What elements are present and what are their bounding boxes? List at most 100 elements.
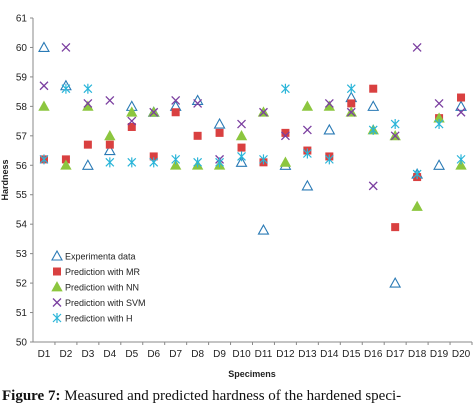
data-point: [456, 107, 466, 117]
figure-caption: Figure 7: Measured and predicted hardnes…: [2, 388, 472, 404]
data-point: [235, 156, 248, 167]
legend-label: Prediction with SVM: [65, 298, 146, 308]
x-tick-label: D16: [364, 349, 383, 360]
data-point: [412, 169, 422, 180]
data-point: [60, 159, 72, 170]
data-point: [61, 83, 71, 94]
x-tick-label: D7: [169, 349, 182, 360]
data-point: [324, 154, 334, 165]
data-point: [279, 156, 292, 167]
data-point: [83, 140, 92, 149]
y-tick-label: 52: [16, 279, 28, 290]
data-point: [149, 107, 159, 117]
y-tick-label: 50: [16, 338, 28, 349]
legend-label: Prediction with H: [65, 314, 133, 324]
data-point: [126, 106, 138, 117]
series-0: [38, 41, 467, 288]
x-tick-label: D1: [38, 349, 51, 360]
x-axis-title: Specimens: [228, 369, 276, 379]
x-tick-label: D11: [255, 349, 273, 360]
data-point: [369, 84, 378, 93]
data-point: [191, 94, 204, 106]
x-tick-label: D9: [213, 349, 226, 360]
data-point: [347, 99, 356, 108]
y-tick-label: 58: [16, 102, 28, 113]
y-tick-label: 55: [16, 190, 28, 201]
data-point: [367, 100, 380, 111]
x-tick-label: D3: [81, 349, 94, 360]
data-point: [104, 129, 116, 141]
data-point: [391, 223, 400, 232]
data-point: [38, 100, 50, 111]
data-point: [61, 155, 70, 164]
data-point: [281, 128, 290, 137]
y-tick-label: 60: [16, 43, 28, 54]
data-point: [323, 123, 336, 135]
data-point: [434, 98, 444, 108]
data-point: [412, 42, 422, 52]
data-point: [127, 157, 137, 168]
data-point: [105, 140, 114, 149]
legend-marker: [52, 313, 62, 323]
legend-marker: [53, 267, 61, 276]
data-point: [193, 157, 203, 168]
data-point: [302, 125, 312, 135]
data-point: [411, 200, 423, 211]
data-point: [105, 157, 115, 168]
series-1: [39, 84, 466, 232]
y-tick-label: 56: [16, 161, 28, 172]
y-axis-ticks: 50 51 52 53 54 55 56 57 58 59 60 61: [16, 14, 33, 349]
data-point: [301, 179, 314, 191]
y-tick-label: 53: [16, 249, 28, 260]
data-point: [39, 81, 49, 91]
data-point: [456, 154, 466, 165]
x-tick-label: D2: [60, 349, 73, 360]
data-point: [215, 128, 224, 137]
x-tick-label: D15: [342, 349, 361, 360]
data-point: [324, 98, 334, 108]
data-point: [127, 122, 136, 131]
legend: Experimenta data Prediction with MR Predic…: [51, 249, 146, 324]
x-tick-label: D4: [103, 349, 116, 360]
data-point: [39, 154, 49, 165]
x-tick-label: D17: [386, 349, 405, 360]
data-point: [257, 223, 270, 235]
legend-marker: [51, 281, 63, 292]
data-point: [281, 83, 290, 94]
data-point: [390, 119, 400, 130]
series-2: [38, 100, 467, 211]
legend-label: Prediction with NN: [65, 283, 139, 293]
data-point: [81, 159, 94, 170]
x-tick-label: D8: [191, 349, 204, 360]
data-point: [61, 42, 71, 52]
data-point: [171, 96, 181, 105]
data-point: [368, 124, 378, 135]
caption-text: Measured and predicted hardness of the h…: [60, 388, 402, 404]
data-point: [390, 131, 400, 141]
data-point: [83, 98, 93, 108]
legend-label: Prediction with MR: [65, 267, 141, 277]
data-point: [105, 96, 115, 105]
data-point: [280, 131, 290, 141]
x-tick-label: D13: [298, 349, 317, 360]
data-point: [38, 41, 50, 53]
legend-label: Experimenta data: [65, 252, 136, 262]
data-point: [127, 116, 137, 126]
data-point: [193, 98, 203, 108]
data-point: [237, 151, 246, 162]
data-point: [259, 107, 268, 117]
data-point: [346, 83, 356, 94]
y-tick-label: 59: [16, 72, 28, 83]
data-point: [193, 131, 202, 140]
data-point: [259, 154, 268, 165]
data-point: [149, 157, 159, 168]
x-tick-label: D12: [276, 349, 295, 360]
data-marks: [38, 41, 467, 288]
data-point: [455, 159, 467, 170]
data-point: [169, 159, 182, 170]
data-point: [457, 93, 466, 102]
x-tick-label: D10: [232, 349, 251, 360]
data-point: [235, 129, 248, 141]
data-point: [237, 143, 246, 152]
data-point: [149, 152, 158, 161]
